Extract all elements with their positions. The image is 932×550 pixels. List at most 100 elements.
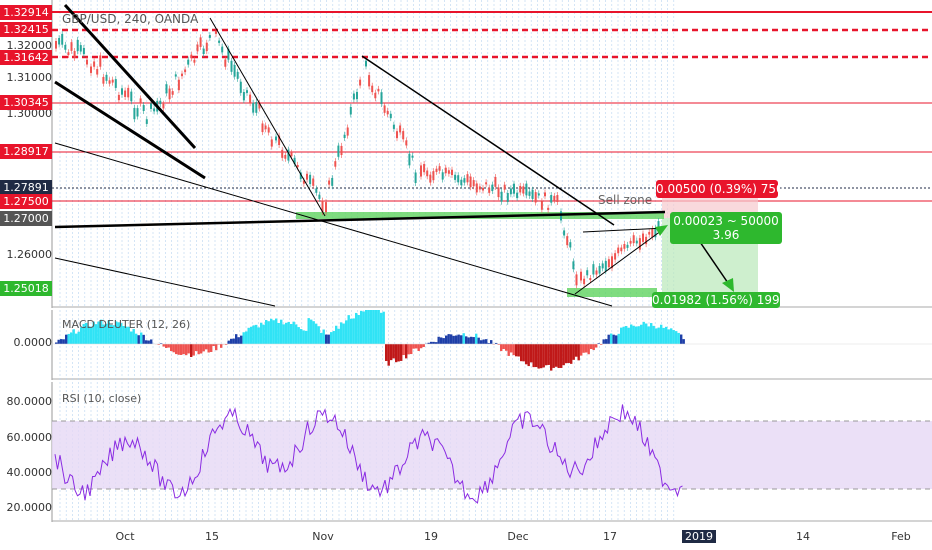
candle-body [414, 172, 417, 183]
macd-bar [412, 344, 415, 349]
level-tag-3: 1.31642 [0, 50, 52, 65]
macd-bar [342, 323, 345, 344]
candle-body [328, 180, 331, 185]
macd-bar [480, 340, 483, 344]
macd-bar [507, 344, 510, 356]
time-label: 17 [603, 530, 617, 543]
macd-bar [617, 333, 620, 344]
macd-bar [235, 334, 238, 344]
candle-body [153, 108, 156, 112]
candle-body [368, 75, 371, 87]
macd-bar [55, 342, 58, 344]
macd-bar [340, 322, 343, 344]
candle-body [435, 168, 438, 172]
macd-bar [120, 323, 123, 344]
candle-body [230, 60, 233, 72]
candle-body [296, 164, 299, 168]
candle-body [165, 84, 168, 94]
macd-bar [260, 322, 263, 344]
candle-body [601, 263, 604, 269]
candle-body [252, 102, 255, 113]
candle-body [540, 201, 543, 210]
candle-body [215, 31, 217, 34]
candle-body [82, 47, 85, 55]
macd-bar [555, 344, 558, 367]
macd-bar [570, 344, 573, 364]
price-tick: 1.31000 [6, 71, 53, 84]
candle-body [519, 185, 522, 193]
candle-body [246, 90, 248, 93]
candle-body [76, 39, 79, 52]
candle-body [491, 184, 494, 192]
candle-body [383, 105, 386, 113]
macd-bar [310, 319, 313, 344]
candle-body [426, 170, 429, 177]
candle-body [190, 54, 193, 59]
macd-bar [467, 337, 470, 344]
macd-bar [510, 344, 513, 353]
candle-body [133, 107, 136, 120]
candle-body [635, 240, 638, 244]
candle-body [620, 247, 623, 252]
macd-bar [165, 344, 168, 348]
candle-body [275, 136, 277, 141]
macd-bar [150, 339, 153, 344]
candle-body [70, 42, 73, 51]
candle-body [299, 172, 302, 180]
rsi-pane[interactable] [0, 382, 932, 522]
macd-bar [137, 335, 140, 344]
macd-bar [312, 321, 315, 344]
macd-bar [630, 324, 633, 344]
candle-body [315, 188, 318, 193]
macd-bar [82, 323, 85, 344]
candle-body [580, 271, 582, 281]
macd-bar [357, 315, 360, 344]
candle-body [264, 125, 267, 130]
candle-body [258, 102, 261, 109]
candle-body [331, 177, 334, 186]
sell-zone-label: Sell zone [598, 193, 653, 207]
macd-bar [647, 326, 650, 344]
candle-body [184, 69, 187, 73]
macd-bar [115, 321, 118, 344]
candle-body [503, 184, 506, 190]
time-label-current: 2019 [682, 530, 716, 543]
macd-bar [577, 344, 580, 361]
macd-bar [620, 327, 623, 344]
price-pane[interactable] [0, 0, 932, 308]
macd-bar [400, 344, 403, 361]
macd-bar [117, 322, 120, 344]
candle-body [629, 240, 632, 244]
level-tag-5: 1.28917 [0, 144, 52, 159]
entry-arrow-head [655, 225, 668, 236]
candle-body [598, 265, 601, 274]
candle-body [604, 260, 607, 272]
macd-bar [652, 325, 655, 344]
candle-body [525, 183, 528, 196]
macd-bar [325, 334, 328, 344]
candle-body [423, 164, 426, 173]
macd-bar [220, 344, 223, 348]
macd-bar [505, 344, 508, 351]
candle-body [284, 154, 287, 159]
macd-bar [317, 326, 320, 344]
level-tag-9: 1.25018 [0, 281, 52, 296]
macd-bar [202, 344, 205, 352]
candle-body [392, 124, 395, 129]
macd-pane[interactable] [0, 310, 932, 380]
macd-bar [530, 344, 533, 363]
macd-bar [130, 331, 133, 344]
candle-body [447, 170, 450, 174]
macd-bar [512, 344, 515, 356]
macd-bar [175, 344, 178, 355]
macd-bar [415, 344, 418, 349]
macd-bar [182, 344, 185, 355]
candle-body [651, 228, 654, 238]
candle-body [139, 98, 142, 104]
candle-body [386, 110, 389, 115]
candle-body [544, 192, 546, 197]
candle-body [586, 270, 589, 276]
macd-bar [567, 344, 570, 364]
macd-bar [65, 334, 68, 344]
candle-body [482, 187, 484, 191]
